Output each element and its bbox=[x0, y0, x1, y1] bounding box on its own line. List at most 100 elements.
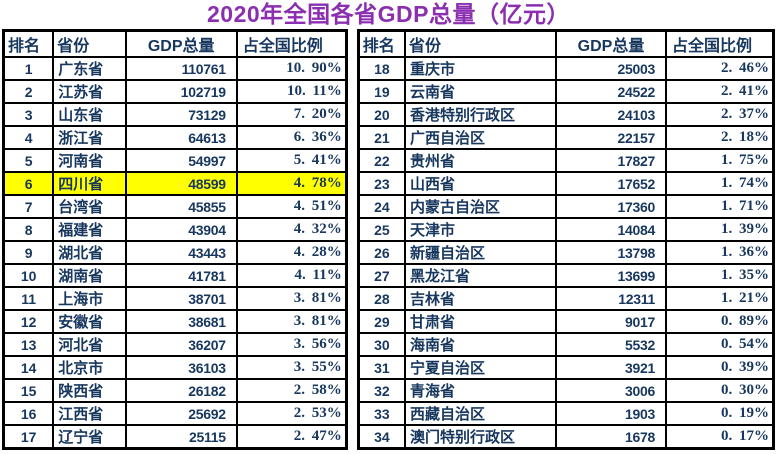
gdp-cell: 22157 bbox=[555, 125, 667, 150]
share-cell: 1. 75% bbox=[664, 148, 775, 173]
share-cell: 3. 81% bbox=[235, 309, 348, 334]
table-row: 30 海南省 5532 0. 54% bbox=[357, 332, 775, 357]
table-row: 26 新疆自治区 13798 1. 36% bbox=[357, 240, 775, 265]
rank-cell: 2 bbox=[2, 79, 55, 104]
province-cell: 海南省 bbox=[404, 332, 557, 357]
rank-cell: 31 bbox=[357, 355, 406, 380]
province-cell: 江西省 bbox=[52, 401, 127, 426]
table-row: 14 北京市 36103 3. 55% bbox=[2, 355, 348, 380]
table-row: 33 西藏自治区 1903 0. 19% bbox=[357, 401, 775, 426]
province-cell: 四川省 bbox=[52, 171, 127, 196]
province-cell: 山西省 bbox=[404, 171, 557, 196]
table-row: 4 浙江省 64613 6. 36% bbox=[2, 125, 348, 150]
province-cell: 黑龙江省 bbox=[404, 263, 557, 288]
province-cell: 上海市 bbox=[52, 286, 127, 311]
header-row: 排名 省份 GDP总量 占全国比例 bbox=[2, 29, 348, 58]
province-cell: 河北省 bbox=[52, 332, 127, 357]
table-row: 1 广东省 110761 10. 90% bbox=[2, 56, 348, 81]
table-row: 9 湖北省 43443 4. 28% bbox=[2, 240, 348, 265]
province-cell: 云南省 bbox=[404, 79, 557, 104]
rank-cell: 30 bbox=[357, 332, 406, 357]
province-cell: 安徽省 bbox=[52, 309, 127, 334]
share-cell: 1. 71% bbox=[664, 194, 775, 219]
rank-cell: 11 bbox=[2, 286, 55, 311]
gdp-cell: 25003 bbox=[555, 56, 667, 81]
table-row: 2 江苏省 102719 10. 11% bbox=[2, 79, 348, 104]
table-row: 5 河南省 54997 5. 41% bbox=[2, 148, 348, 173]
gdp-cell: 43904 bbox=[124, 217, 238, 242]
province-cell: 新疆自治区 bbox=[404, 240, 557, 265]
rank-cell: 28 bbox=[357, 286, 406, 311]
share-cell: 2. 58% bbox=[235, 378, 348, 403]
rank-cell: 19 bbox=[357, 79, 406, 104]
province-cell: 香港特别行政区 bbox=[404, 102, 557, 127]
rank-cell: 22 bbox=[357, 148, 406, 173]
gdp-cell: 48599 bbox=[124, 171, 238, 196]
share-cell: 3. 55% bbox=[235, 355, 348, 380]
gdp-cell: 45855 bbox=[124, 194, 238, 219]
table-row: 6 四川省 48599 4. 78% bbox=[2, 171, 348, 196]
gdp-cell: 25115 bbox=[124, 424, 238, 450]
province-cell: 贵州省 bbox=[404, 148, 557, 173]
province-cell: 甘肃省 bbox=[404, 309, 557, 334]
share-cell: 6. 36% bbox=[235, 125, 348, 150]
rank-cell: 18 bbox=[357, 56, 406, 81]
rank-cell: 7 bbox=[2, 194, 55, 219]
share-cell: 0. 19% bbox=[664, 401, 775, 426]
province-cell: 西藏自治区 bbox=[404, 401, 557, 426]
table-row: 13 河北省 36207 3. 56% bbox=[2, 332, 348, 357]
share-cell: 4. 32% bbox=[235, 217, 348, 242]
gdp-cell: 17652 bbox=[555, 171, 667, 196]
share-cell: 7. 20% bbox=[235, 102, 348, 127]
header-row: 排名 省份 GDP总量 占全国比例 bbox=[357, 29, 775, 58]
rank-cell: 21 bbox=[357, 125, 406, 150]
gdp-cell: 26182 bbox=[124, 378, 238, 403]
table-row: 34 澳门特别行政区 1678 0. 17% bbox=[357, 424, 775, 450]
share-cell: 10. 90% bbox=[235, 56, 348, 81]
table-row: 32 青海省 3006 0. 30% bbox=[357, 378, 775, 403]
rank-cell: 15 bbox=[2, 378, 55, 403]
share-cell: 0. 39% bbox=[664, 355, 775, 380]
share-cell: 3. 56% bbox=[235, 332, 348, 357]
page-title: 2020年全国各省GDP总量（亿元） bbox=[206, 1, 570, 27]
province-cell: 河南省 bbox=[52, 148, 127, 173]
province-cell: 青海省 bbox=[404, 378, 557, 403]
table-row: 11 上海市 38701 3. 81% bbox=[2, 286, 348, 311]
table-row: 28 吉林省 12311 1. 21% bbox=[357, 286, 775, 311]
share-cell: 2. 37% bbox=[664, 102, 775, 127]
share-cell: 0. 30% bbox=[664, 378, 775, 403]
share-cell: 2. 53% bbox=[235, 401, 348, 426]
gdp-cell: 24522 bbox=[555, 79, 667, 104]
rank-cell: 20 bbox=[357, 102, 406, 127]
gdp-cell: 3921 bbox=[555, 355, 667, 380]
gdp-cell: 3006 bbox=[555, 378, 667, 403]
rank-cell: 8 bbox=[2, 217, 55, 242]
province-cell: 吉林省 bbox=[404, 286, 557, 311]
gdp-cell: 12311 bbox=[555, 286, 667, 311]
rank-cell: 14 bbox=[2, 355, 55, 380]
province-cell: 辽宁省 bbox=[52, 424, 127, 450]
rank-cell: 9 bbox=[2, 240, 55, 265]
province-cell: 澳门特别行政区 bbox=[404, 424, 557, 450]
gdp-cell: 36207 bbox=[124, 332, 238, 357]
table-row: 29 甘肃省 9017 0. 89% bbox=[357, 309, 775, 334]
gdp-cell: 1678 bbox=[555, 424, 667, 450]
share-cell: 10. 11% bbox=[235, 79, 348, 104]
province-cell: 广西自治区 bbox=[404, 125, 557, 150]
province-cell: 北京市 bbox=[52, 355, 127, 380]
province-cell: 湖南省 bbox=[52, 263, 127, 288]
gdp-cell: 36103 bbox=[124, 355, 238, 380]
column-header-gdp: GDP总量 bbox=[124, 29, 238, 58]
share-cell: 4. 11% bbox=[235, 263, 348, 288]
gdp-table-right: 排名 省份 GDP总量 占全国比例 18 重庆市 25003 2. 46% 19 云南省 2… bbox=[356, 29, 775, 450]
gdp-cell: 73129 bbox=[124, 102, 238, 127]
province-cell: 广东省 bbox=[52, 56, 127, 81]
table-row: 3 山东省 73129 7. 20% bbox=[2, 102, 348, 127]
table-row: 23 山西省 17652 1. 74% bbox=[357, 171, 775, 196]
column-header-gdp: GDP总量 bbox=[555, 29, 667, 58]
column-header-share: 占全国比例 bbox=[664, 29, 775, 58]
share-cell: 1. 21% bbox=[664, 286, 775, 311]
share-cell: 1. 36% bbox=[664, 240, 775, 265]
gdp-cell: 17360 bbox=[555, 194, 667, 219]
rank-cell: 25 bbox=[357, 217, 406, 242]
